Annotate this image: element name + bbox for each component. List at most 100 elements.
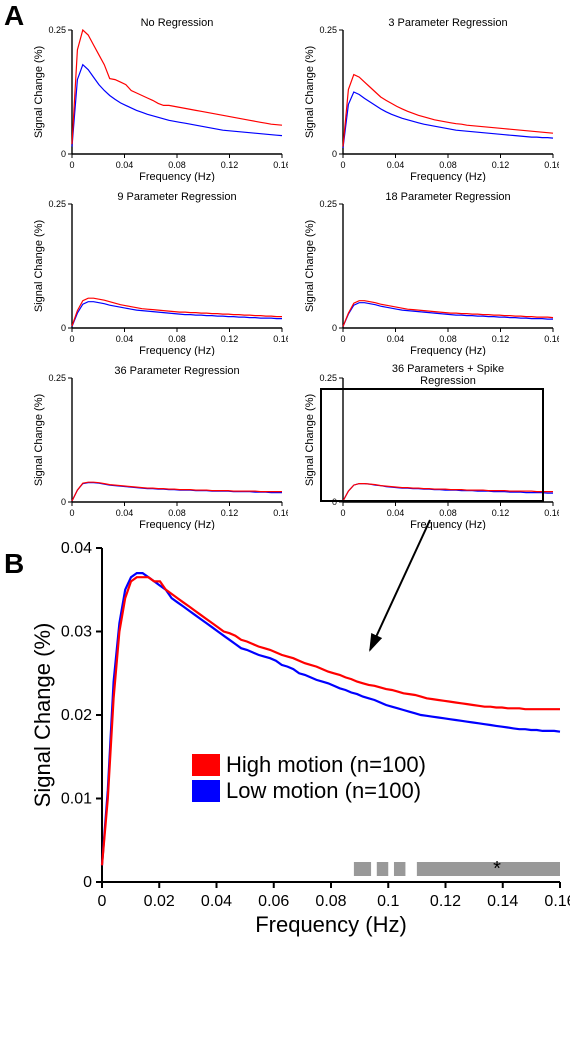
panel-a-subplot: 00.2500.040.080.120.16Frequency (Hz)Sign… [30,360,288,530]
legend: High motion (n=100) Low motion (n=100) [192,752,426,804]
x-tick-label: 0.04 [116,508,134,518]
panel-a-subplot: 00.2500.040.080.120.16Frequency (Hz)Sign… [30,12,288,182]
y-tick-label: 0 [83,874,92,891]
x-axis-label: Frequency (Hz) [255,912,407,937]
significance-bar [394,862,405,876]
y-tick-label: 0.25 [319,199,337,209]
x-tick-label: 0.12 [491,160,509,170]
low-motion-line [343,303,553,327]
x-axis-label: Frequency (Hz) [410,345,486,356]
y-axis-label: Signal Change (%) [304,394,316,486]
panel-a-label: A [4,0,24,32]
x-tick-label: 0.16 [273,334,288,344]
x-tick-label: 0.04 [386,508,404,518]
x-tick-label: 0.02 [144,893,175,910]
x-tick-label: 0.08 [315,893,346,910]
x-tick-label: 0 [69,508,74,518]
x-axis-label: Frequency (Hz) [139,345,215,356]
panel-a-subplot: 0 0.25 0 0.04 0.08 0.12 0.16 Frequency (Hz) Sign… [301,186,559,356]
highlight-box [320,388,544,502]
x-tick-label: 0.16 [544,508,559,518]
x-tick-label: 0.16 [544,893,570,910]
x-tick-label: 0.16 [544,334,559,344]
x-tick-label: 0.12 [491,508,509,518]
significance-star: * [493,858,501,880]
y-tick-label: 0.25 [48,373,66,383]
legend-row-low: Low motion (n=100) [192,778,426,804]
x-axis-label: Frequency (Hz) [139,171,215,182]
x-tick-label: 0.12 [491,334,509,344]
x-tick-label: 0 [340,160,345,170]
low-motion-line [72,483,282,501]
x-tick-label: 0.16 [273,160,288,170]
x-tick-label: 0.16 [544,160,559,170]
y-axis-label: Signal Change (%) [304,46,316,138]
x-tick-label: 0.12 [221,334,239,344]
y-axis-label: Signal Change (%) [33,394,45,486]
y-tick-label: 0 [331,323,336,333]
x-tick-label: 0.06 [258,893,289,910]
x-tick-label: 0.04 [386,334,404,344]
low-motion-line [343,92,553,148]
panel-a-subplot: 0 0.25 0 0.04 0.08 0.12 0.16 Frequency (Hz) Sign… [30,186,288,356]
high-motion-line [102,577,560,865]
subplot-title: 36 Parameters + Spike [391,363,503,375]
x-tick-label: 0.08 [168,334,186,344]
panel-b-label: B [4,548,24,580]
x-axis-label: Frequency (Hz) [139,519,215,530]
y-tick-label: 0.03 [61,624,92,641]
subplot-title: No Regression [141,17,214,29]
subplot-title: 36 Parameter Regression [114,365,239,377]
x-tick-label: 0 [340,334,345,344]
significance-bar [417,862,560,876]
y-tick-label: 0 [61,149,66,159]
x-tick-label: 0.08 [439,508,457,518]
y-tick-label: 0.25 [48,25,66,35]
y-tick-label: 0.25 [319,373,337,383]
legend-row-high: High motion (n=100) [192,752,426,778]
y-tick-label: 0 [61,497,66,507]
x-tick-label: 0.08 [439,334,457,344]
x-tick-label: 0.16 [273,508,288,518]
y-tick-label: 0.01 [61,791,92,808]
low-motion-line [72,65,282,147]
x-tick-label: 0.1 [377,893,399,910]
x-tick-label: 0.08 [439,160,457,170]
low-motion-line [102,573,560,865]
y-tick-label: 0.04 [61,540,92,557]
high-motion-line [72,30,282,144]
x-axis-label: Frequency (Hz) [410,519,486,530]
y-tick-label: 0.02 [61,707,92,724]
x-axis-label: Frequency (Hz) [410,171,486,182]
x-tick-label: 0.04 [116,160,134,170]
x-tick-label: 0 [340,508,345,518]
low-motion-line [72,302,282,327]
x-tick-label: 0.04 [201,893,232,910]
x-tick-label: 0.04 [386,160,404,170]
x-tick-label: 0.12 [221,508,239,518]
high-motion-line [72,482,282,501]
high-motion-line [72,298,282,326]
x-tick-label: 0.14 [487,893,518,910]
figure-root: A 0 0.25 0 0.04 0.08 0.12 0.16 Frequency (Hz) Si… [0,0,575,946]
legend-label-high: High motion (n=100) [226,752,426,778]
subplot-title: Regression [420,375,476,387]
y-tick-label: 0 [61,323,66,333]
x-tick-label: 0 [69,334,74,344]
y-tick-label: 0 [331,149,336,159]
panel-b: 00.010.020.030.0400.020.040.060.080.10.1… [30,538,557,938]
subplot-title: 18 Parameter Regression [385,191,510,203]
significance-bar [377,862,388,876]
y-tick-label: 0.25 [319,25,337,35]
y-tick-label: 0.25 [48,199,66,209]
x-tick-label: 0.04 [116,334,134,344]
significance-bar [354,862,371,876]
legend-swatch-low [192,780,220,802]
legend-swatch-high [192,754,220,776]
panel-a-subplot: 0 0.25 0 0.04 0.08 0.12 0.16 Frequency (Hz) Sign… [301,12,559,182]
subplot-title: 3 Parameter Regression [388,17,507,29]
legend-label-low: Low motion (n=100) [226,778,421,804]
y-axis-label: Signal Change (%) [33,220,45,312]
y-axis-label: Signal Change (%) [304,220,316,312]
subplot-title: 9 Parameter Regression [117,191,236,203]
